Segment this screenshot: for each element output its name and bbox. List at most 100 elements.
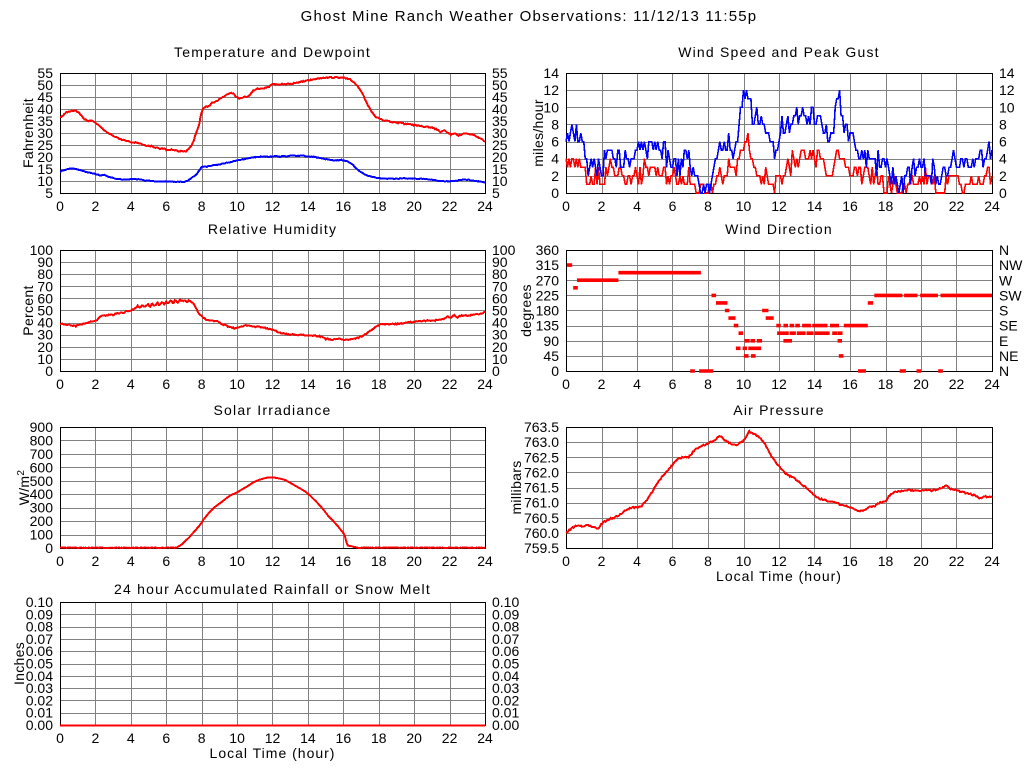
svg-text:12: 12 — [265, 376, 281, 392]
svg-text:16: 16 — [336, 376, 352, 392]
svg-text:4: 4 — [633, 198, 641, 214]
svg-text:0.09: 0.09 — [26, 606, 53, 622]
svg-text:50: 50 — [492, 77, 508, 93]
svg-text:N: N — [999, 242, 1009, 258]
svg-text:10: 10 — [229, 198, 245, 214]
svg-text:761.5: 761.5 — [524, 480, 559, 496]
svg-text:6: 6 — [162, 198, 170, 214]
svg-text:8: 8 — [999, 116, 1007, 132]
svg-text:Solar Irradiance: Solar Irradiance — [213, 402, 331, 418]
svg-text:22: 22 — [442, 376, 458, 392]
svg-text:600: 600 — [30, 459, 54, 475]
svg-text:Relative Humidity: Relative Humidity — [208, 221, 337, 237]
svg-text:8: 8 — [198, 198, 206, 214]
svg-text:763.0: 763.0 — [524, 434, 559, 450]
svg-text:millibars: millibars — [508, 460, 524, 514]
svg-text:0.04: 0.04 — [26, 668, 53, 684]
svg-text:NE: NE — [999, 348, 1018, 364]
svg-text:Inches: Inches — [11, 642, 27, 685]
svg-text:0.05: 0.05 — [492, 656, 519, 672]
svg-text:20: 20 — [406, 376, 422, 392]
svg-text:12: 12 — [543, 82, 559, 98]
svg-text:Wind Speed and Peak Gust: Wind Speed and Peak Gust — [678, 44, 880, 60]
svg-text:14: 14 — [300, 198, 316, 214]
svg-text:8: 8 — [198, 730, 206, 746]
svg-text:Wind Direction: Wind Direction — [725, 221, 833, 237]
svg-text:0.10: 0.10 — [26, 594, 53, 610]
svg-text:18: 18 — [371, 198, 387, 214]
svg-text:2: 2 — [598, 198, 606, 214]
svg-text:24: 24 — [477, 730, 493, 746]
svg-text:0: 0 — [551, 185, 559, 201]
svg-text:900: 900 — [30, 419, 54, 435]
svg-text:10: 10 — [492, 351, 508, 367]
svg-text:14: 14 — [999, 65, 1015, 81]
svg-text:500: 500 — [30, 473, 54, 489]
svg-text:0: 0 — [999, 185, 1007, 201]
svg-text:12: 12 — [265, 198, 281, 214]
svg-text:0.03: 0.03 — [26, 680, 53, 696]
svg-text:24: 24 — [984, 553, 1000, 569]
svg-text:20: 20 — [406, 198, 422, 214]
svg-text:24: 24 — [477, 553, 493, 569]
svg-text:30: 30 — [492, 125, 508, 141]
svg-text:10: 10 — [229, 376, 245, 392]
svg-text:S: S — [999, 303, 1008, 319]
svg-text:80: 80 — [37, 266, 53, 282]
svg-text:4: 4 — [127, 730, 135, 746]
svg-text:6: 6 — [551, 134, 559, 150]
svg-text:4: 4 — [551, 151, 559, 167]
svg-text:22: 22 — [949, 198, 965, 214]
svg-text:2: 2 — [92, 376, 100, 392]
svg-text:20: 20 — [913, 198, 929, 214]
svg-text:0: 0 — [551, 363, 559, 379]
svg-text:4: 4 — [127, 376, 135, 392]
svg-text:40: 40 — [37, 101, 53, 117]
svg-text:4: 4 — [633, 553, 641, 569]
svg-text:25: 25 — [492, 137, 508, 153]
svg-text:12: 12 — [771, 553, 787, 569]
svg-text:30: 30 — [492, 327, 508, 343]
svg-text:315: 315 — [536, 257, 560, 273]
svg-text:200: 200 — [30, 513, 54, 529]
svg-text:763.5: 763.5 — [524, 419, 559, 435]
svg-text:8: 8 — [551, 116, 559, 132]
svg-text:12: 12 — [999, 82, 1015, 98]
svg-text:Ghost Mine Ranch Weather Obser: Ghost Mine Ranch Weather Observations: 1… — [301, 8, 758, 25]
svg-text:0.06: 0.06 — [492, 643, 519, 659]
svg-text:4: 4 — [999, 151, 1007, 167]
svg-text:35: 35 — [37, 113, 53, 129]
svg-text:50: 50 — [492, 303, 508, 319]
svg-text:14: 14 — [300, 376, 316, 392]
svg-text:16: 16 — [842, 553, 858, 569]
svg-text:800: 800 — [30, 432, 54, 448]
svg-text:10: 10 — [543, 99, 559, 115]
svg-text:2: 2 — [92, 198, 100, 214]
svg-text:0: 0 — [45, 540, 53, 556]
svg-text:NW: NW — [999, 257, 1023, 273]
svg-text:Air Pressure: Air Pressure — [733, 402, 824, 418]
svg-text:0.03: 0.03 — [492, 680, 519, 696]
svg-text:10: 10 — [999, 99, 1015, 115]
svg-text:5: 5 — [492, 185, 500, 201]
svg-text:0: 0 — [562, 198, 570, 214]
svg-text:0: 0 — [562, 553, 570, 569]
svg-text:0.00: 0.00 — [492, 717, 519, 733]
svg-text:60: 60 — [492, 290, 508, 306]
svg-text:6: 6 — [669, 553, 677, 569]
svg-text:2: 2 — [598, 553, 606, 569]
svg-text:45: 45 — [543, 348, 559, 364]
svg-text:70: 70 — [37, 278, 53, 294]
svg-text:0.07: 0.07 — [492, 631, 519, 647]
svg-text:0.08: 0.08 — [26, 619, 53, 635]
svg-text:25: 25 — [37, 137, 53, 153]
svg-text:20: 20 — [492, 149, 508, 165]
svg-text:45: 45 — [37, 89, 53, 105]
svg-text:14: 14 — [807, 198, 823, 214]
svg-text:20: 20 — [37, 149, 53, 165]
svg-text:12: 12 — [265, 730, 281, 746]
svg-text:E: E — [999, 333, 1008, 349]
svg-text:18: 18 — [371, 376, 387, 392]
svg-text:SE: SE — [999, 318, 1018, 334]
svg-text:0: 0 — [492, 363, 500, 379]
